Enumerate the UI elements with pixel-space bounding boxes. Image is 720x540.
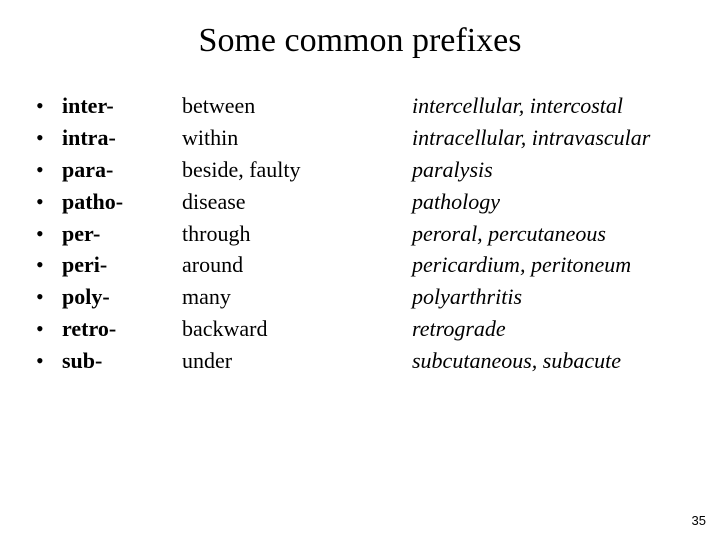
table-row: • retro- backward retrograde bbox=[36, 313, 690, 345]
prefix-cell: poly- bbox=[62, 281, 182, 313]
bullet-icon: • bbox=[36, 90, 62, 122]
page-title: Some common prefixes bbox=[0, 0, 720, 90]
bullet-icon: • bbox=[36, 345, 62, 377]
table-row: • poly- many polyarthritis bbox=[36, 281, 690, 313]
prefix-cell: per- bbox=[62, 218, 182, 250]
bullet-icon: • bbox=[36, 281, 62, 313]
meaning-cell: disease bbox=[182, 186, 412, 218]
prefix-cell: para- bbox=[62, 154, 182, 186]
prefix-cell: inter- bbox=[62, 90, 182, 122]
page-number: 35 bbox=[692, 513, 706, 528]
bullet-icon: • bbox=[36, 122, 62, 154]
meaning-cell: backward bbox=[182, 313, 412, 345]
examples-cell: peroral, percutaneous bbox=[412, 218, 690, 250]
meaning-cell: within bbox=[182, 122, 412, 154]
prefix-cell: peri- bbox=[62, 249, 182, 281]
examples-cell: intercellular, intercostal bbox=[412, 90, 690, 122]
prefix-cell: intra- bbox=[62, 122, 182, 154]
examples-cell: pericardium, peritoneum bbox=[412, 249, 690, 281]
examples-cell: polyarthritis bbox=[412, 281, 690, 313]
meaning-cell: between bbox=[182, 90, 412, 122]
examples-cell: retrograde bbox=[412, 313, 690, 345]
examples-cell: pathology bbox=[412, 186, 690, 218]
slide: Some common prefixes • inter- between in… bbox=[0, 0, 720, 540]
examples-cell: intracellular, intravascular bbox=[412, 122, 690, 154]
prefix-table: • inter- between intercellular, intercos… bbox=[0, 90, 720, 377]
table-row: • patho- disease pathology bbox=[36, 186, 690, 218]
bullet-icon: • bbox=[36, 313, 62, 345]
table-row: • per- through peroral, percutaneous bbox=[36, 218, 690, 250]
bullet-icon: • bbox=[36, 186, 62, 218]
table-row: • inter- between intercellular, intercos… bbox=[36, 90, 690, 122]
meaning-cell: under bbox=[182, 345, 412, 377]
prefix-cell: patho- bbox=[62, 186, 182, 218]
bullet-icon: • bbox=[36, 154, 62, 186]
bullet-icon: • bbox=[36, 218, 62, 250]
table-row: • intra- within intracellular, intravasc… bbox=[36, 122, 690, 154]
table-row: • sub- under subcutaneous, subacute bbox=[36, 345, 690, 377]
meaning-cell: many bbox=[182, 281, 412, 313]
bullet-icon: • bbox=[36, 249, 62, 281]
meaning-cell: through bbox=[182, 218, 412, 250]
meaning-cell: beside, faulty bbox=[182, 154, 412, 186]
examples-cell: subcutaneous, subacute bbox=[412, 345, 690, 377]
table-row: • peri- around pericardium, peritoneum bbox=[36, 249, 690, 281]
examples-cell: paralysis bbox=[412, 154, 690, 186]
prefix-cell: retro- bbox=[62, 313, 182, 345]
prefix-cell: sub- bbox=[62, 345, 182, 377]
table-row: • para- beside, faulty paralysis bbox=[36, 154, 690, 186]
meaning-cell: around bbox=[182, 249, 412, 281]
